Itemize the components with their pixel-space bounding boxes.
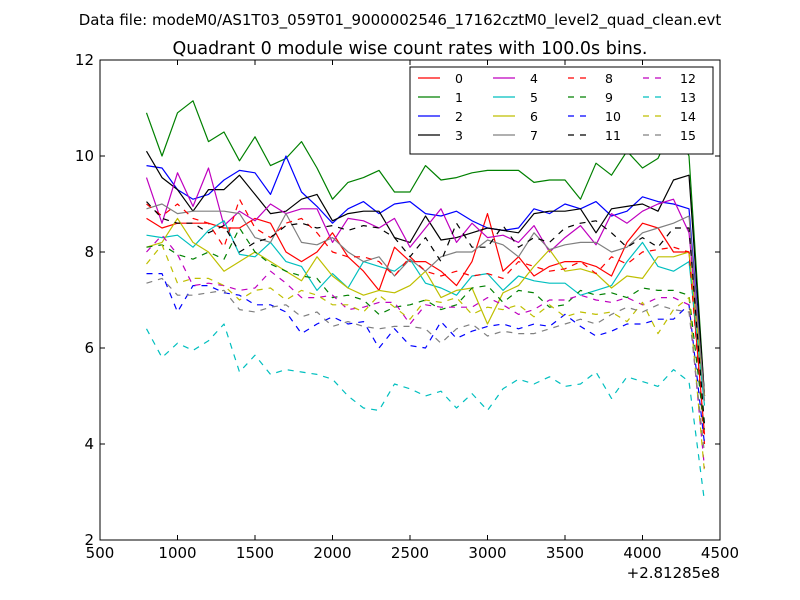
- figure-suptitle: Data file: modeM0/AS1T03_059T01_90000025…: [79, 11, 722, 30]
- legend-item-8: 8: [568, 71, 613, 86]
- legend-item-12: 12: [643, 71, 696, 86]
- x-tick-label: 4000: [623, 544, 661, 562]
- legend-label: 8: [605, 71, 613, 86]
- series-line-4: [145, 167, 706, 397]
- legend-item-10: 10: [568, 109, 621, 124]
- series-line-12: [146, 234, 706, 469]
- legend-label: 12: [680, 71, 696, 86]
- series-line-10: [146, 273, 706, 445]
- legend-item-3: 3: [418, 128, 463, 143]
- y-tick-label: 8: [84, 243, 94, 261]
- tick-layer: 500 1000 1500 2000 2500 3000 3500 4000 4500 2 4 6 8 1…: [75, 51, 739, 562]
- legend-label: 10: [605, 109, 621, 124]
- x-tick-label: 2500: [391, 544, 429, 562]
- legend-label: 6: [530, 109, 538, 124]
- legend-label: 9: [605, 90, 613, 105]
- legend-label: 2: [455, 109, 463, 124]
- legend-item-14: 14: [643, 109, 696, 124]
- y-tick-label: 6: [84, 339, 94, 357]
- legend-item-5: 5: [493, 90, 538, 105]
- legend-label: 14: [680, 109, 696, 124]
- y-tick-label: 10: [75, 147, 94, 165]
- chart-title: Quadrant 0 module wise count rates with …: [173, 39, 648, 59]
- series-line-15: [146, 277, 706, 454]
- legend-item-1: 1: [418, 90, 463, 105]
- legend-item-6: 6: [493, 109, 538, 124]
- series-layer: [145, 100, 706, 502]
- legend-item-7: 7: [493, 128, 538, 143]
- legend-label: 3: [455, 128, 463, 143]
- legend-item-13: 13: [643, 90, 696, 105]
- legend-item-9: 9: [568, 90, 613, 105]
- legend-item-15: 15: [643, 128, 696, 143]
- x-offset-label: +2.81285e8: [627, 564, 720, 582]
- series-line-14: [146, 244, 706, 473]
- series-line-5: [146, 220, 706, 406]
- legend-label: 5: [530, 90, 538, 105]
- x-tick-label: 1000: [158, 544, 196, 562]
- x-tick-label: 4500: [701, 544, 739, 562]
- x-tick-label: 1500: [236, 544, 274, 562]
- y-tick-label: 2: [84, 531, 94, 549]
- series-line-13: [145, 323, 706, 502]
- series-line-7: [146, 203, 706, 401]
- series-line-11: [146, 201, 706, 425]
- x-tick-label: 500: [86, 544, 115, 562]
- series-line-0: [146, 213, 706, 435]
- series-line-9: [146, 227, 706, 430]
- legend-label: 15: [680, 128, 696, 143]
- legend-label: 7: [530, 128, 538, 143]
- legend-label: 13: [680, 90, 696, 105]
- legend-box: [409, 66, 714, 155]
- legend-item-0: 0: [418, 71, 463, 86]
- legend-label: 0: [455, 71, 463, 86]
- legend-item-11: 11: [568, 128, 621, 143]
- y-tick-label: 12: [75, 51, 94, 69]
- y-tick-label: 4: [84, 435, 94, 453]
- series-line-1: [145, 100, 706, 397]
- x-tick-label: 3500: [546, 544, 584, 562]
- legend-label: 1: [455, 90, 463, 105]
- legend-item-4: 4: [493, 71, 538, 86]
- x-tick-label: 3000: [468, 544, 506, 562]
- legend-item-2: 2: [418, 109, 463, 124]
- series-line-8: [146, 198, 706, 445]
- legend-label: 4: [530, 71, 538, 86]
- legend-label: 11: [605, 128, 621, 143]
- series-line-3: [145, 150, 706, 397]
- x-tick-label: 2000: [313, 544, 351, 562]
- series-line-2: [146, 155, 706, 397]
